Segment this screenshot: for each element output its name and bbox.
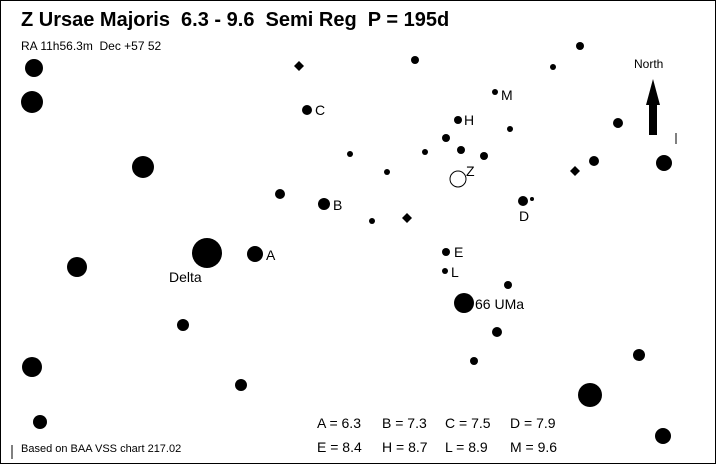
star-e [442, 248, 450, 256]
label-h: H [464, 112, 475, 128]
star [504, 281, 512, 289]
star [25, 59, 43, 77]
star [384, 169, 390, 175]
star-m [492, 89, 498, 95]
label-m: M [501, 87, 513, 103]
star [369, 218, 375, 224]
star [442, 134, 450, 142]
star [655, 428, 671, 444]
star [507, 126, 513, 132]
star-66-uma [454, 293, 474, 313]
star [633, 349, 645, 361]
star-h [454, 116, 462, 124]
star [177, 319, 189, 331]
star [530, 197, 534, 201]
label-c: C [315, 102, 326, 118]
mag-c: C = 7.5 [445, 415, 491, 431]
star-a [247, 246, 263, 262]
star [457, 146, 465, 154]
star [470, 357, 478, 365]
mag-d: D = 7.9 [510, 415, 556, 431]
chart-credit: Based on BAA VSS chart 217.02 [21, 443, 182, 455]
star [235, 379, 247, 391]
mag-b: B = 7.3 [382, 415, 427, 431]
star-diamond [294, 61, 304, 71]
star [411, 56, 419, 64]
north-arrow-icon [646, 79, 660, 135]
star [275, 189, 285, 199]
star-d [518, 196, 528, 206]
star [589, 156, 599, 166]
mag-e: E = 8.4 [317, 439, 362, 455]
star [33, 415, 47, 429]
label-l: L [451, 264, 459, 280]
label-b: B [333, 197, 343, 213]
star [656, 155, 672, 171]
chart-coordinates: RA 11h56.3m Dec +57 52 [21, 39, 162, 53]
mag-m: M = 9.6 [510, 439, 558, 455]
star-diamond [570, 166, 580, 176]
star [613, 118, 623, 128]
star [132, 156, 154, 178]
star-delta [192, 238, 222, 268]
star [492, 327, 502, 337]
mag-h: H = 8.7 [382, 439, 428, 455]
star [67, 257, 87, 277]
label-d: D [519, 208, 530, 224]
star [22, 357, 42, 377]
star [422, 149, 428, 155]
label-z: Z [466, 163, 475, 179]
star [578, 383, 602, 407]
star [550, 64, 556, 70]
mag-a: A = 6.3 [317, 415, 361, 431]
star-l [442, 268, 448, 274]
label-delta: Delta [169, 269, 202, 285]
north-label: North [634, 57, 664, 71]
star [576, 42, 584, 50]
star-b [318, 198, 330, 210]
label-e: E [454, 244, 464, 260]
star-c [302, 105, 312, 115]
chart-title: Z Ursae Majoris 6.3 - 9.6 Semi Reg P = 1… [21, 9, 450, 31]
label-a: A [266, 247, 276, 263]
variable-star-z [449, 170, 467, 188]
label-66-uma: 66 UMa [475, 296, 525, 312]
star [21, 91, 43, 113]
star-diamond [402, 213, 412, 223]
star [347, 151, 353, 157]
star [480, 152, 488, 160]
mag-l: L = 8.9 [445, 439, 488, 455]
